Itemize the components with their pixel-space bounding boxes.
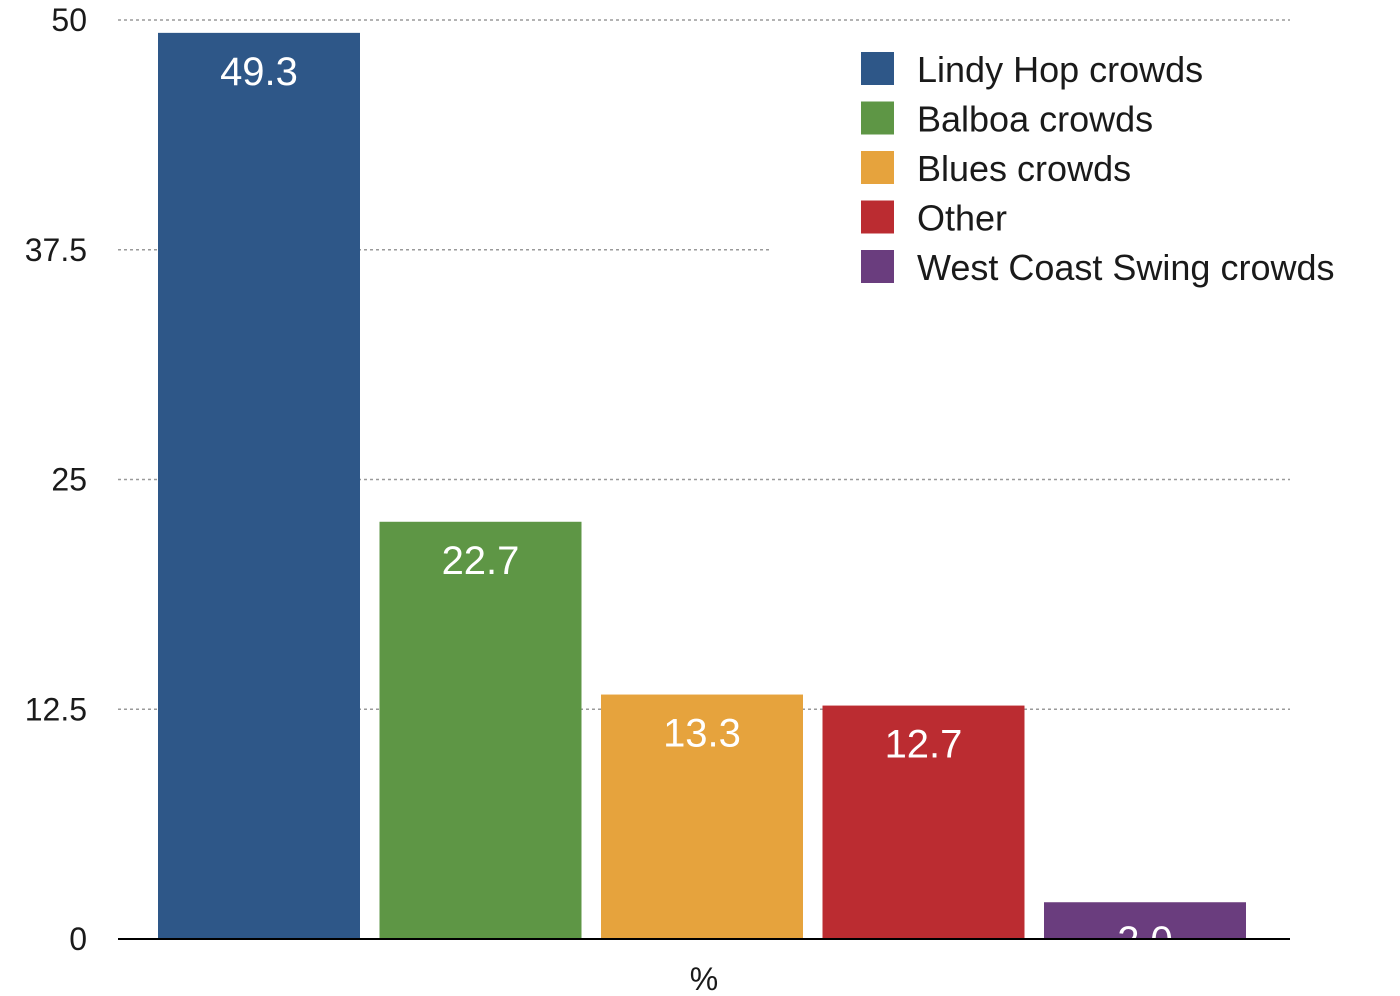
legend-swatch (861, 250, 894, 283)
x-axis-title: % (690, 961, 718, 996)
y-tick-label: 25 (51, 462, 87, 498)
legend-label: Lindy Hop crowds (917, 49, 1203, 90)
y-tick-label: 12.5 (25, 691, 87, 727)
legend-swatch (861, 52, 894, 85)
bar-balboa-crowds (379, 521, 582, 939)
y-tick-label: 50 (51, 2, 87, 38)
y-axis-ticks: 0 12.5 25 37.5 50 (25, 2, 87, 957)
data-labels: 49.3 22.7 13.3 12.7 2.0 (220, 50, 1173, 963)
legend-label: Other (917, 198, 1007, 239)
bar-other (822, 705, 1025, 939)
legend-label: West Coast Swing crowds (917, 247, 1334, 288)
bar-west-coast-swing-crowds (1044, 902, 1246, 939)
legend-label: Blues crowds (917, 148, 1131, 189)
y-tick-label: 0 (69, 921, 87, 957)
legend-label: Balboa crowds (917, 99, 1153, 140)
bars (158, 32, 1246, 939)
legend-swatch (861, 200, 894, 234)
legend-swatch (861, 151, 894, 184)
bar-lindy-hop-crowds (158, 32, 360, 939)
data-label: 13.3 (663, 712, 741, 756)
legend-swatch (861, 101, 894, 135)
data-label: 2.0 (1117, 919, 1173, 963)
data-label: 22.7 (442, 539, 520, 583)
y-tick-label: 37.5 (25, 232, 87, 268)
bar-blues-crowds (601, 694, 803, 939)
data-label: 49.3 (220, 50, 298, 94)
legend: Lindy Hop crowds Balboa crowds Blues crowd… (861, 49, 1334, 288)
data-label: 12.7 (885, 723, 963, 767)
